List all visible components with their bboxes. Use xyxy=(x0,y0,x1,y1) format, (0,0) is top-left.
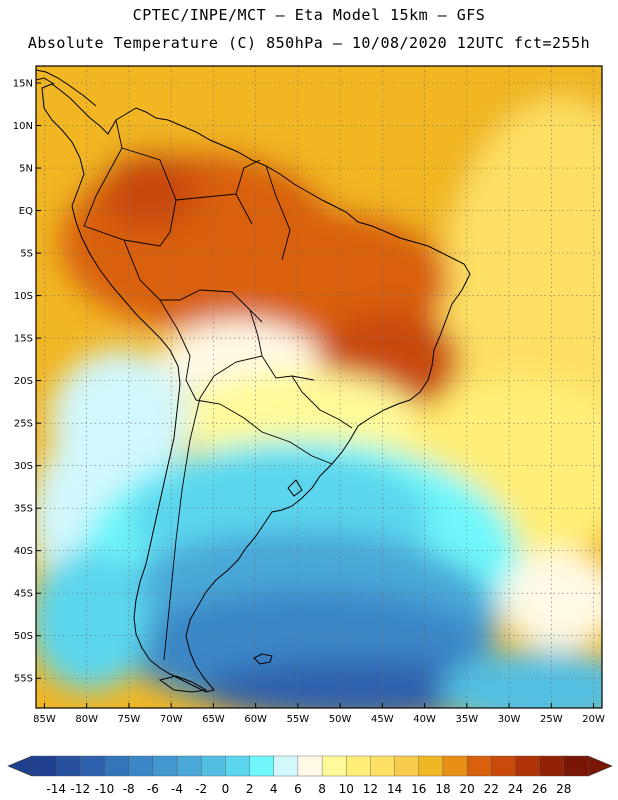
colorbar-label: 14 xyxy=(387,782,402,796)
field-patch xyxy=(100,150,200,230)
temperature-field xyxy=(36,66,602,708)
central-america-coastline xyxy=(36,69,97,107)
colorbar-label: 2 xyxy=(246,782,254,796)
colorbar-swatch xyxy=(418,755,444,777)
lon-tick-label: 65W xyxy=(202,714,225,725)
latitude-ticks: 15N 10N 5N EQ 5S 10S 15S 20S 25S 30S 35S 40S 45S 50S 5… xyxy=(13,79,41,685)
colorbar-swatch xyxy=(55,755,81,777)
colorbar-label: 22 xyxy=(484,782,499,796)
colorbar-under-arrow xyxy=(7,755,33,777)
lat-tick-label: 55S xyxy=(14,674,33,685)
colorbar-label: 18 xyxy=(435,782,450,796)
coastlines-and-borders xyxy=(36,69,471,693)
longitude-ticks: 85W 80W 75W 70W 65W 60W 55W 50W 45W 40W 35W 30W 25W 2… xyxy=(33,703,605,725)
map-subtitle: Absolute Temperature (C) 850hPa — 10/08/… xyxy=(27,34,591,52)
colorbar-label: 28 xyxy=(556,782,571,796)
colorbar-label: 0 xyxy=(222,782,230,796)
lat-tick-label: 30S xyxy=(14,461,33,472)
lon-tick-label: 35W xyxy=(456,714,479,725)
colorbar-swatch xyxy=(31,755,57,777)
colorbar-label: -2 xyxy=(195,782,207,796)
colorbar-label: 6 xyxy=(294,782,302,796)
colorbar-swatch xyxy=(104,755,130,777)
colorbar-swatch xyxy=(346,755,371,777)
colorbar-swatch xyxy=(563,755,589,777)
colorbar-swatch xyxy=(128,755,154,777)
lon-tick-label: 75W xyxy=(118,714,141,725)
lagoa-dos-patos xyxy=(287,479,303,497)
colorbar-swatch xyxy=(152,755,178,777)
colorbar-swatch xyxy=(466,755,492,777)
map-area xyxy=(36,66,602,708)
colorbar-swatch xyxy=(370,755,396,777)
lat-tick-label: 25S xyxy=(14,419,33,430)
lon-tick-label: 30W xyxy=(498,714,521,725)
lat-tick-label: 5N xyxy=(19,164,33,175)
colorbar-over-arrow xyxy=(587,755,613,777)
lon-tick-label: 70W xyxy=(160,714,183,725)
falkland-islands xyxy=(253,653,273,665)
lon-tick-label: 20W xyxy=(582,714,605,725)
colorbar-swatch xyxy=(201,755,226,777)
lat-tick-label: 10N xyxy=(13,121,33,132)
colorbar-swatch xyxy=(321,755,347,777)
colorbar-swatch xyxy=(273,755,299,777)
colorbar-label: -14 xyxy=(46,782,66,796)
colorbar-swatch xyxy=(80,755,106,777)
lat-tick-label: 10S xyxy=(14,291,33,302)
colorbar-swatch xyxy=(176,755,202,777)
field-patch xyxy=(36,550,150,690)
lat-tick-label: 50S xyxy=(14,631,33,642)
lat-tick-label: 40S xyxy=(14,546,33,557)
colorbar-label: 26 xyxy=(532,782,547,796)
colorbar-label: -6 xyxy=(147,782,159,796)
lon-tick-label: 60W xyxy=(244,714,267,725)
colorbar-label: 10 xyxy=(339,782,354,796)
colorbar-swatch xyxy=(491,755,516,777)
lon-tick-label: 85W xyxy=(33,714,56,725)
colorbar-swatch xyxy=(394,755,420,777)
colorbar-label: 24 xyxy=(508,782,523,796)
colorbar-label: -10 xyxy=(95,782,115,796)
colorbar-label: 16 xyxy=(411,782,426,796)
lon-tick-label: 45W xyxy=(371,714,394,725)
colorbar-label: -12 xyxy=(71,782,91,796)
field-patch xyxy=(500,550,602,650)
map-title: CPTEC/INPE/MCT — Eta Model 15km — GFS xyxy=(132,6,486,24)
country-borders xyxy=(83,119,353,661)
colorbar-swatch xyxy=(539,755,565,777)
colorbar-label: 12 xyxy=(363,782,378,796)
colorbar-swatch xyxy=(249,755,275,777)
field-patch xyxy=(440,650,602,708)
tierra-del-fuego xyxy=(158,675,208,693)
lat-tick-label: 45S xyxy=(14,589,33,600)
colorbar-swatch xyxy=(297,755,323,777)
lat-tick-label: EQ xyxy=(19,206,33,217)
colorbar-swatch xyxy=(225,755,251,777)
lon-tick-label: 25W xyxy=(540,714,563,725)
lat-tick-label: 15N xyxy=(13,79,33,90)
colorbar-label: -8 xyxy=(123,782,135,796)
lon-tick-label: 40W xyxy=(413,714,436,725)
lon-tick-label: 80W xyxy=(75,714,98,725)
lat-tick-label: 35S xyxy=(14,504,33,515)
colorbar-label: 8 xyxy=(318,782,326,796)
lat-tick-label: 15S xyxy=(14,334,33,345)
lon-tick-label: 50W xyxy=(329,714,352,725)
colorbar-label: -4 xyxy=(171,782,183,796)
lon-tick-label: 55W xyxy=(287,714,310,725)
field-patch xyxy=(200,660,520,708)
colorbar-label: 4 xyxy=(270,782,278,796)
colorbar: -14 -12 -10 -8 -6 -4 -2 0 2 4 6 8 10 12 14 16 18 20 22 24 26… xyxy=(7,755,613,796)
colorbar-swatch xyxy=(515,755,541,777)
colorbar-swatch xyxy=(442,755,468,777)
south-america-coastline xyxy=(41,83,471,693)
colorbar-label: 20 xyxy=(459,782,474,796)
lat-tick-label: 20S xyxy=(14,376,33,387)
lat-tick-label: 5S xyxy=(20,249,33,260)
map-frame xyxy=(35,65,603,709)
